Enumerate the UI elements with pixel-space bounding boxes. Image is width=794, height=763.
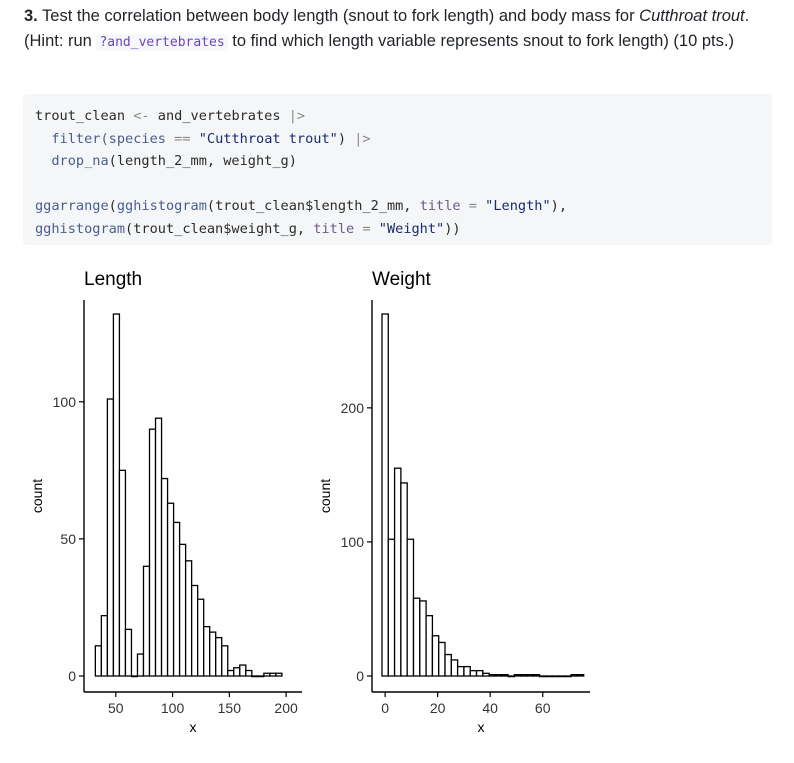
histogram-bar: [456, 665, 465, 677]
histogram-bar: [275, 672, 283, 677]
histogram-bar: [263, 672, 271, 677]
histogram-bar: [190, 584, 199, 677]
histogram-bar: [245, 669, 253, 677]
histogram-bar: [221, 645, 229, 677]
code-line-5: ggarrange(gghistogram(trout_clean$length…: [35, 198, 568, 214]
histogram-bar: [482, 672, 490, 677]
x-tick-label: 0: [381, 700, 389, 716]
x-tick-label: 40: [482, 700, 498, 716]
question-text-b: . (Hint: run: [24, 7, 750, 50]
histogram-bar: [124, 628, 133, 677]
histogram-bar: [557, 675, 566, 678]
code-line-1: trout_clean <- and_vertebrates |>: [35, 108, 306, 124]
x-tick-label: 200: [274, 700, 298, 716]
histogram-bar: [431, 635, 440, 677]
y-tick-label: 0: [68, 668, 76, 684]
histogram-bar: [526, 674, 534, 677]
histogram-bar: [203, 625, 211, 677]
help-code: ?and_vertebrates: [96, 34, 228, 51]
histogram-bar: [532, 674, 541, 677]
species-name: Cutthroat trout: [639, 7, 745, 25]
histogram-bar: [130, 675, 139, 678]
histogram-bar: [112, 313, 121, 677]
histogram-bar: [154, 417, 163, 677]
histogram-bar: [251, 675, 259, 678]
histogram-bar: [488, 674, 497, 677]
histogram-bar: [576, 674, 585, 677]
histogram-bar: [184, 560, 193, 677]
histogram-bar: [166, 502, 175, 677]
histogram-bar: [551, 675, 560, 678]
histogram-bar: [94, 645, 103, 677]
histogram-bar: [106, 398, 115, 677]
histogram-bar: [501, 674, 509, 677]
histogram-bar: [239, 664, 247, 677]
histogram-bar: [381, 313, 389, 677]
histogram-bar: [494, 674, 503, 677]
question-text: 3. Test the correlation between body len…: [24, 4, 774, 55]
x-axis-label: x: [190, 719, 197, 735]
y-tick-label: 0: [356, 668, 364, 684]
chart-title-2: Weight: [372, 269, 432, 290]
question-text-c: to find which length variable represents…: [227, 32, 734, 50]
histogram-bar: [520, 674, 528, 677]
question-number: 3.: [24, 7, 38, 25]
histogram-bar: [233, 667, 241, 677]
y-tick-label: 50: [60, 531, 76, 547]
histogram-bar: [412, 597, 421, 677]
histogram-bar: [469, 669, 478, 677]
histogram-bar: [393, 467, 402, 677]
histogram-bar: [400, 482, 408, 677]
x-tick-label: 50: [108, 700, 124, 716]
chart-title-1: Length: [84, 269, 142, 290]
x-tick-label: 150: [218, 700, 242, 716]
histogram-bar: [538, 675, 547, 678]
y-tick-label: 100: [341, 534, 365, 550]
histogram-bar: [545, 675, 553, 678]
y-axis-label: count: [317, 479, 333, 513]
histogram-bar: [438, 641, 446, 677]
question-text-a: Test the correlation between body length…: [37, 7, 640, 25]
histogram-bar: [269, 672, 277, 677]
histogram-bar: [444, 653, 452, 677]
histogram-bar: [178, 543, 187, 677]
code-line-3: drop_na(length_2_mm, weight_g): [51, 153, 297, 169]
histogram-bar: [148, 428, 157, 677]
histogram-bar: [257, 675, 265, 678]
histogram-bar: [197, 598, 205, 677]
histogram-bar: [100, 615, 109, 677]
histogram-bar: [387, 538, 396, 677]
y-axis-label: count: [29, 479, 45, 513]
histogram-bar: [507, 675, 515, 678]
histogram-bar: [118, 469, 127, 677]
code-block: trout_clean <- and_vertebrates |> filter…: [23, 94, 772, 245]
code-line-2: filter(species == "Cutthroat trout") |>: [51, 130, 371, 147]
histogram-bar: [419, 600, 427, 677]
histogram-bar: [564, 675, 572, 678]
histogram-bar: [463, 665, 471, 677]
histogram-bar: [475, 669, 484, 677]
x-tick-label: 60: [535, 700, 551, 716]
histogram-bar: [406, 538, 415, 677]
y-tick-label: 100: [53, 394, 77, 410]
histogram-bar: [513, 674, 522, 677]
y-tick-label: 200: [341, 400, 365, 416]
code-line-6: gghistogram(trout_clean$weight_g, title …: [35, 220, 461, 237]
histogram-bar: [160, 477, 169, 677]
histogram-bar: [570, 674, 579, 677]
histogram-bar: [425, 615, 434, 677]
histogram-bar: [215, 636, 223, 677]
histogram-bar: [172, 521, 181, 677]
histogram-bar: [227, 669, 235, 677]
code-pre: trout_clean <- and_vertebrates |> filter…: [23, 94, 772, 240]
histogram-bar: [136, 653, 145, 677]
histogram-bar: [209, 631, 217, 677]
x-axis-label: x: [478, 719, 485, 735]
histogram-bar: [450, 659, 459, 677]
histogram-bar: [142, 565, 151, 677]
x-tick-label: 20: [430, 700, 446, 716]
x-tick-label: 100: [161, 700, 185, 716]
